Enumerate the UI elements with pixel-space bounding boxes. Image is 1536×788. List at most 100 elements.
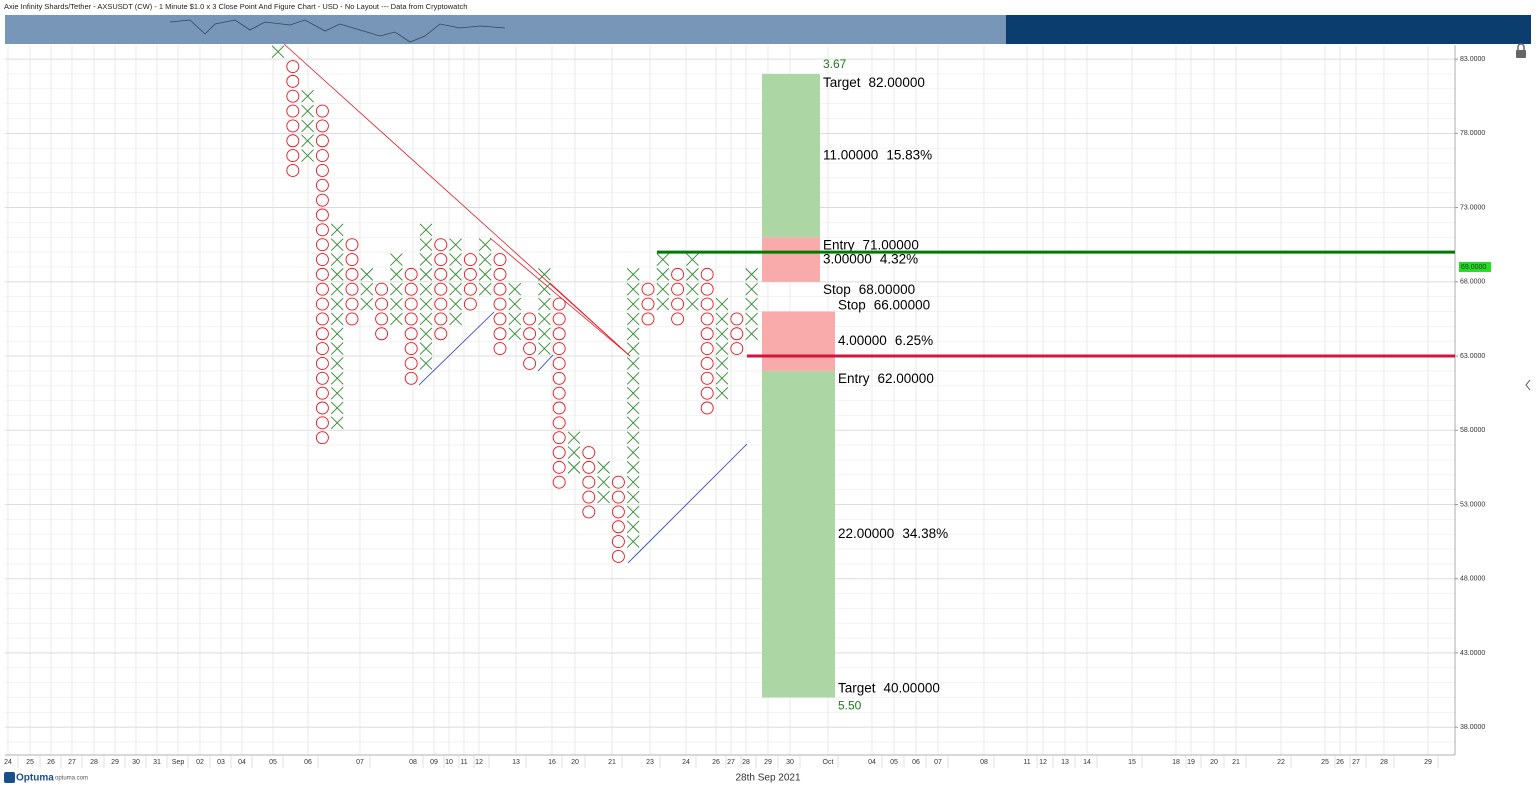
x-tick-label: 20 <box>571 759 579 766</box>
o-box <box>375 297 389 311</box>
o-column <box>434 238 448 341</box>
y-tick-label: 53.0000 <box>1460 501 1485 508</box>
o-box <box>523 327 537 341</box>
x-box <box>330 312 344 326</box>
o-box <box>404 371 418 385</box>
lock-icon[interactable] <box>1516 43 1526 58</box>
y-tick-label: 73.0000 <box>1460 204 1485 211</box>
x-box <box>508 327 522 341</box>
x-box <box>626 431 640 445</box>
o-box <box>463 297 477 311</box>
o-box <box>671 282 685 296</box>
o-box <box>345 282 359 296</box>
x-box <box>508 297 522 311</box>
o-box <box>463 282 477 296</box>
x-tick-label: 30 <box>132 759 140 766</box>
reward-zone <box>762 370 835 698</box>
x-box <box>449 282 462 296</box>
risk-label-part: 3.00000 <box>823 251 872 266</box>
x-tick-label: 27 <box>727 759 735 766</box>
x-box <box>715 327 729 341</box>
chart-title: Axie Infinity Shards/Tether - AXSUSDT (C… <box>4 2 467 11</box>
o-box <box>375 312 389 326</box>
x-tick-label: 31 <box>153 759 161 766</box>
x-column <box>271 45 285 58</box>
x-box <box>330 297 344 311</box>
x-box <box>330 253 344 266</box>
o-box <box>552 297 566 311</box>
last-price-label: 69.0000 <box>1461 264 1486 271</box>
o-box <box>671 312 685 326</box>
o-box <box>552 312 566 326</box>
x-box <box>656 297 670 311</box>
x-box <box>419 357 433 370</box>
reward-label-part: 22.00000 <box>838 526 894 541</box>
x-box <box>745 297 758 311</box>
x-box <box>419 268 433 281</box>
o-box <box>345 238 359 252</box>
o-box <box>404 357 418 370</box>
x-column <box>567 431 581 474</box>
x-box <box>626 401 640 415</box>
o-column <box>730 312 744 356</box>
x-box <box>626 505 640 519</box>
o-box <box>315 297 329 311</box>
o-box <box>611 505 625 519</box>
x-box <box>538 327 551 341</box>
x-tick-label: 11 <box>1023 759 1030 766</box>
resistance-line <box>549 282 631 357</box>
y-tick-label: 48.0000 <box>1460 576 1485 583</box>
x-tick-label: 22 <box>1277 759 1285 766</box>
o-column <box>493 253 507 356</box>
y-tick-label: 83.0000 <box>1460 56 1485 63</box>
o-box <box>434 312 448 326</box>
collapse-arrow[interactable] <box>1525 379 1531 391</box>
reward-risk-ratio: 5.50 <box>838 699 862 713</box>
o-box <box>730 312 744 326</box>
x-box <box>626 475 640 489</box>
o-box <box>315 134 329 148</box>
x-column <box>597 461 610 504</box>
x-box <box>419 342 433 355</box>
brand: Optuma <box>16 773 54 784</box>
stop-label: Stop 66.00000 <box>838 297 930 312</box>
stop-label-part: Stop <box>838 297 866 312</box>
x-tick-label: 20 <box>1210 759 1218 766</box>
x-box <box>330 371 344 385</box>
x-box <box>478 238 492 252</box>
x-column <box>538 268 551 355</box>
o-box <box>463 253 477 266</box>
x-box <box>390 282 403 296</box>
x-box <box>390 297 403 311</box>
o-box <box>493 342 507 356</box>
o-box <box>315 178 329 192</box>
x-tick-label: 05 <box>269 759 277 766</box>
brand-logo[interactable]: Optuma optuma.com <box>4 772 88 784</box>
x-box <box>478 268 492 281</box>
o-box <box>315 164 329 177</box>
o-box <box>315 253 329 266</box>
o-box <box>434 238 448 252</box>
x-tick-label: 12 <box>475 759 483 766</box>
x-box <box>656 253 670 266</box>
x-box <box>301 119 314 133</box>
x-caption: 28th Sep 2021 <box>735 773 800 784</box>
o-box <box>315 282 329 296</box>
o-box <box>493 327 507 341</box>
x-tick-label: 07 <box>356 759 364 766</box>
x-box <box>538 268 551 281</box>
y-tick-label: 68.0000 <box>1460 279 1485 286</box>
x-column <box>419 223 433 370</box>
x-box <box>419 253 433 266</box>
x-box <box>745 282 758 296</box>
o-box <box>671 297 685 311</box>
o-box <box>345 267 359 281</box>
x-box <box>360 282 374 296</box>
o-box <box>552 475 566 489</box>
o-column <box>552 297 566 489</box>
o-box <box>315 149 329 163</box>
x-box <box>330 223 344 237</box>
x-box <box>715 312 729 326</box>
x-tick-label: Oct <box>823 759 834 766</box>
